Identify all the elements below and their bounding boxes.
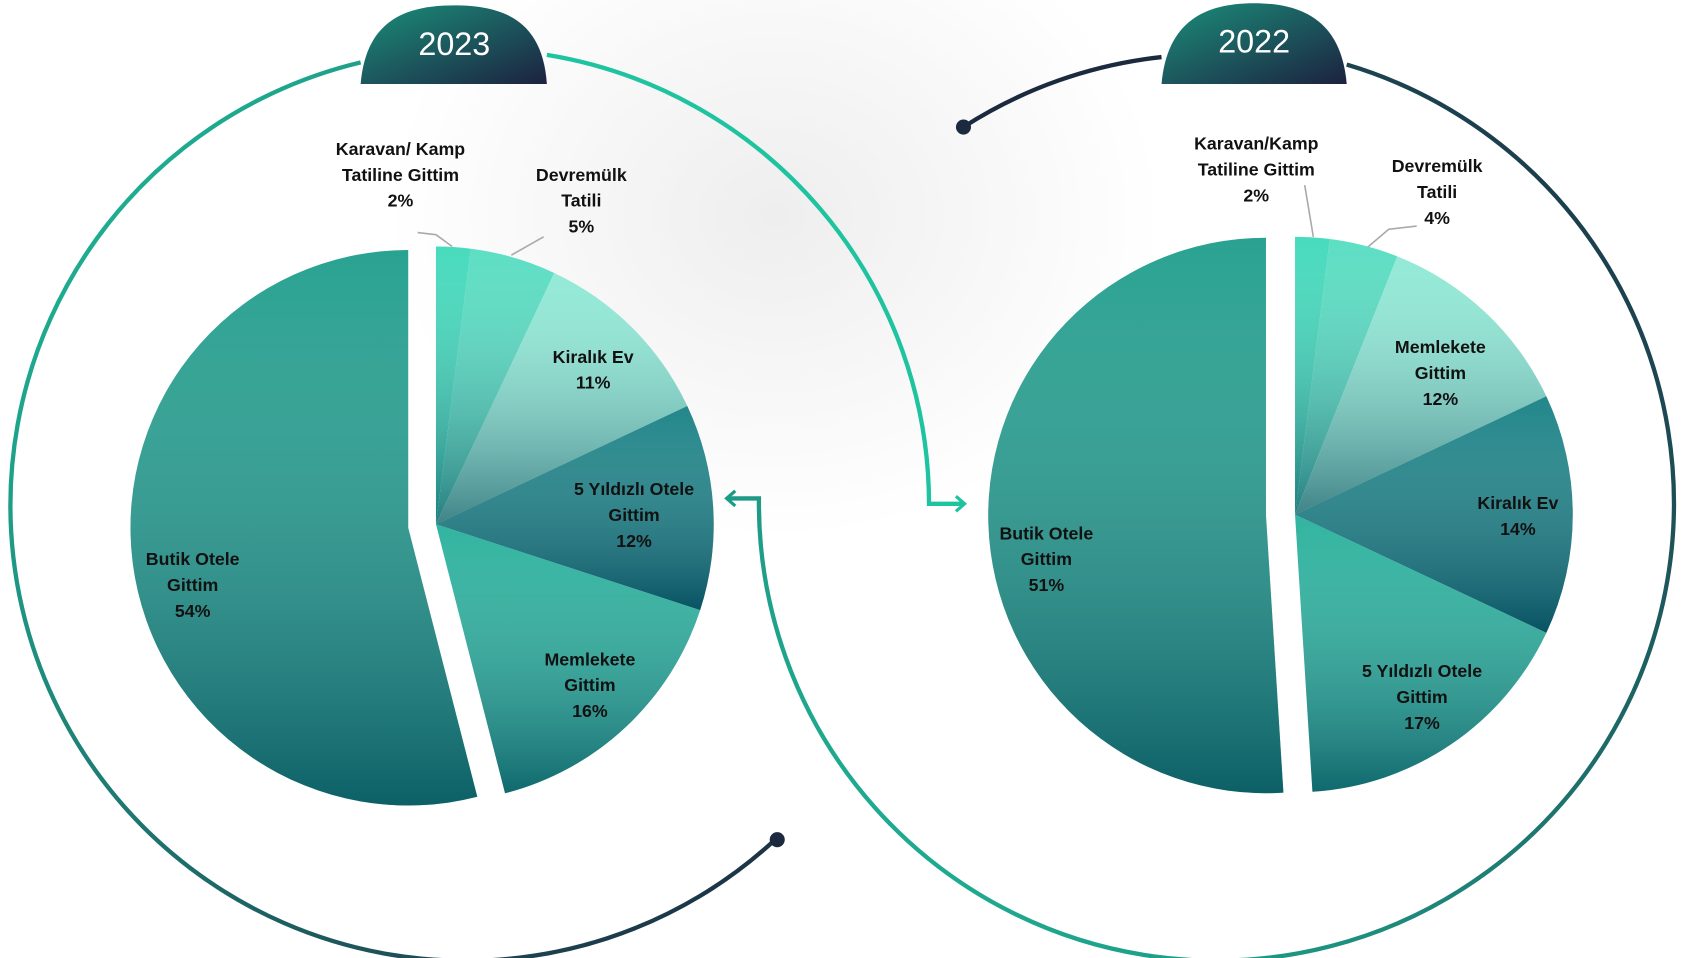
- value-label: 12%: [616, 531, 652, 552]
- value-label: 4%: [1424, 208, 1450, 229]
- value-label: 16%: [572, 701, 608, 722]
- value-label: 51%: [1028, 575, 1065, 596]
- value-label: 5%: [568, 217, 595, 237]
- ring-dot: [769, 832, 785, 848]
- category-label: Karavan/ Kamp Tatiline Gittim: [335, 139, 466, 186]
- category-label: Memlekete Gittim: [544, 650, 636, 696]
- slice-label: Devremülk Tatili 4%: [1378, 154, 1496, 232]
- leader-line: [1303, 185, 1315, 237]
- category-label: Devremülk Tatili: [1391, 157, 1483, 203]
- year-title: 2023: [418, 26, 490, 62]
- value-label: 2%: [1243, 186, 1270, 206]
- year-badge: [1161, 3, 1347, 84]
- category-label: Karavan/Kamp Tatiline Gittim: [1194, 134, 1319, 180]
- arrow-head: [954, 495, 967, 513]
- category-label: Kiralık Ev: [552, 347, 634, 368]
- ring-arc: [726, 62, 1677, 958]
- slice-label: Devremülk Tatili 5%: [522, 163, 640, 241]
- category-label: Kiralık Ev: [1477, 494, 1559, 514]
- category-label: Memlekete Gittim: [1394, 338, 1486, 384]
- value-label: 12%: [1422, 389, 1459, 410]
- value-label: 2%: [387, 191, 414, 211]
- pie-slice: [130, 250, 478, 806]
- slice-label: 5 Yıldızlı Otele Gittim 17%: [1347, 659, 1498, 737]
- category-label: 5 Yıldızlı Otele Gittim: [573, 480, 695, 526]
- ring-arc: [8, 60, 777, 958]
- slice-label: Memlekete Gittim 16%: [525, 647, 654, 725]
- value-label: 17%: [1404, 713, 1440, 734]
- slice-label: 5 Yıldızlı Otele Gittim 12%: [559, 477, 710, 555]
- category-label: Butik Otele Gittim: [999, 524, 1094, 570]
- ring-arc: [962, 54, 1162, 129]
- slice-label: Butik Otele Gittim 51%: [982, 521, 1111, 599]
- value-label: 14%: [1500, 519, 1536, 540]
- value-label: 54%: [174, 601, 211, 622]
- category-label: Devremülk Tatili: [535, 165, 627, 211]
- ring-arc: [546, 52, 964, 506]
- pie-slice: [988, 237, 1284, 794]
- slice-label: Kiralık Ev 14%: [1459, 491, 1577, 543]
- slice-label: Butik Otele Gittim 54%: [128, 547, 257, 625]
- arrow-head: [724, 489, 737, 508]
- slice-label: Kiralık Ev 11%: [534, 344, 652, 396]
- category-label: 5 Yıldızlı Otele Gittim: [1361, 662, 1483, 708]
- year-title: 2022: [1218, 24, 1290, 60]
- value-label: 11%: [575, 373, 611, 393]
- leader-line: [417, 231, 453, 248]
- ring-dot: [955, 119, 972, 135]
- slice-label: Karavan/Kamp Tatiline Gittim 2%: [1181, 131, 1332, 209]
- slice-label: Karavan/ Kamp Tatiline Gittim 2%: [330, 137, 470, 215]
- slice-label: Memlekete Gittim 12%: [1376, 335, 1505, 413]
- category-label: Butik Otele Gittim: [145, 550, 240, 596]
- year-badge: [360, 5, 547, 84]
